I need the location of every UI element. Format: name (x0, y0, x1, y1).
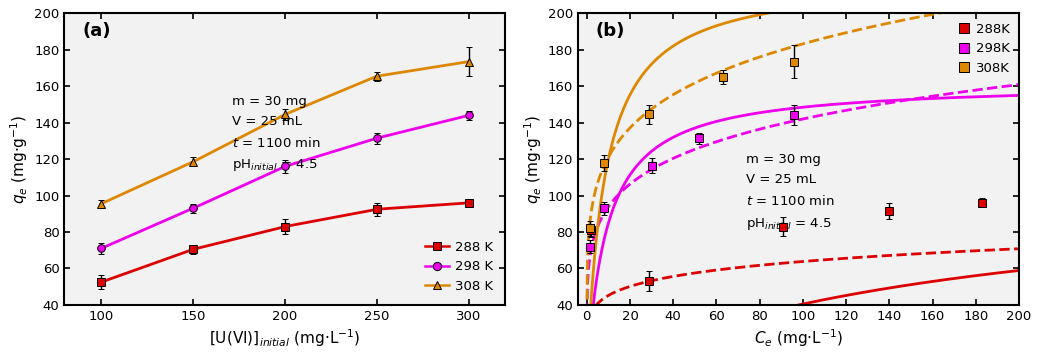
Text: m = 30 mg
V = 25 mL
$t$ = 1100 min
pH$_{initial}$ = 4.5: m = 30 mg V = 25 mL $t$ = 1100 min pH$_{… (746, 153, 834, 232)
Legend: 288 K, 298 K, 308 K: 288 K, 298 K, 308 K (420, 236, 499, 298)
Y-axis label: $q_e$ (mg·g$^{-1}$): $q_e$ (mg·g$^{-1}$) (522, 114, 544, 204)
X-axis label: [U(VI)]$_{initial}$ (mg·L$^{-1}$): [U(VI)]$_{initial}$ (mg·L$^{-1}$) (209, 327, 361, 349)
Text: (a): (a) (82, 22, 110, 40)
X-axis label: $C_e$ (mg·L$^{-1}$): $C_e$ (mg·L$^{-1}$) (754, 327, 843, 349)
Y-axis label: $q_e$ (mg·g$^{-1}$): $q_e$ (mg·g$^{-1}$) (8, 114, 30, 204)
Legend: 288K, 298K, 308K: 288K, 298K, 308K (954, 17, 1015, 80)
Text: (b): (b) (596, 22, 625, 40)
Text: m = 30 mg
V = 25 mL
$t$ = 1100 min
pH$_{initial}$ = 4.5: m = 30 mg V = 25 mL $t$ = 1100 min pH$_{… (232, 95, 320, 174)
